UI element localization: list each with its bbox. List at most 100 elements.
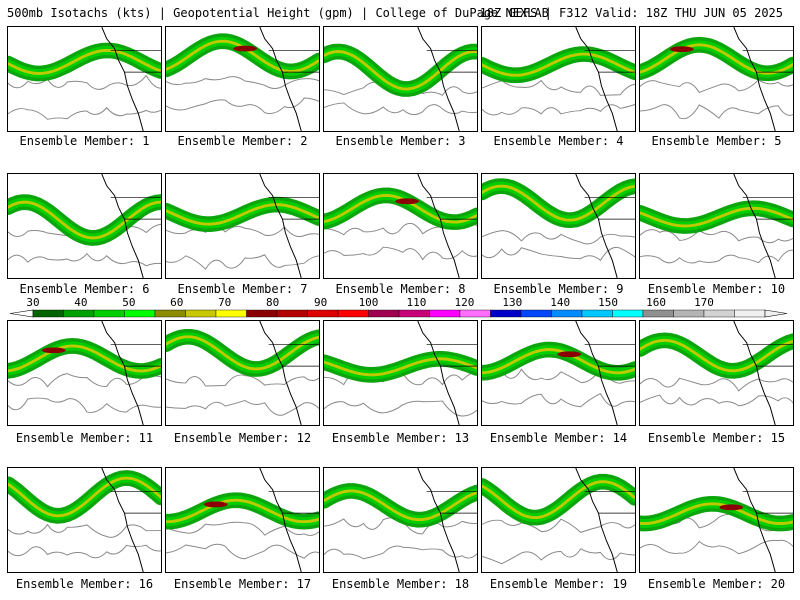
political-border [110, 197, 161, 220]
height-contour [482, 230, 635, 245]
isotach-band [324, 193, 477, 224]
ensemble-member-label: Ensemble Member: 18 [331, 577, 470, 591]
height-contour [324, 102, 477, 116]
map-canvas [8, 468, 161, 572]
isotach-band [8, 341, 161, 376]
ensemble-member-label: Ensemble Member: 12 [173, 431, 312, 445]
ensemble-map-panel [481, 320, 636, 426]
jet-max-core [203, 501, 228, 508]
height-contour [8, 106, 161, 120]
wind-speed-colorbar: 30 40 50 60 70 80 90 100 110 120 130 140 150 160 170 [8, 296, 792, 324]
ensemble-map-panel [639, 173, 794, 279]
ensemble-member-label: Ensemble Member: 11 [15, 431, 154, 445]
map-canvas [166, 174, 319, 278]
height-contour [482, 548, 635, 565]
map-canvas [8, 174, 161, 278]
height-contour [324, 545, 477, 560]
ensemble-member-label: Ensemble Member: 9 [493, 282, 624, 296]
colorbar-tick-label: 100 [359, 296, 379, 309]
ensemble-map-panel [165, 26, 320, 132]
colorbar-swatch [185, 309, 217, 318]
ensemble-map-panel [639, 320, 794, 426]
height-contour [166, 225, 319, 238]
isotach-band [166, 203, 319, 226]
isotach-band [166, 498, 319, 524]
ensemble-member-label: Ensemble Member: 15 [647, 431, 786, 445]
political-border [426, 344, 477, 367]
map-title: 500mb Isotachs (kts) | Geopotential Heig… [7, 6, 549, 20]
height-contour [482, 79, 635, 96]
map-canvas [482, 321, 635, 425]
political-border [110, 491, 161, 514]
isotach-band [640, 43, 793, 75]
colorbar-swatch [32, 309, 64, 318]
ensemble-member-label: Ensemble Member: 1 [19, 134, 150, 148]
ensemble-map-panel [165, 320, 320, 426]
political-border [426, 491, 477, 514]
political-border [742, 50, 793, 73]
ensemble-member-label: Ensemble Member: 4 [493, 134, 624, 148]
political-border [426, 197, 477, 220]
map-canvas [640, 174, 793, 278]
ensemble-member-label: Ensemble Member: 19 [489, 577, 628, 591]
height-contour [482, 518, 635, 533]
isotach-band [482, 184, 635, 222]
ensemble-member-label: Ensemble Member: 14 [489, 431, 628, 445]
isotach-band [324, 357, 477, 377]
colorbar-swatch [246, 309, 278, 318]
coastline [733, 174, 776, 278]
colorbar-tick-label: 40 [74, 296, 87, 309]
map-canvas [482, 174, 635, 278]
ensemble-member-label: Ensemble Member: 7 [177, 282, 308, 296]
ensemble-map-panel [323, 320, 478, 426]
colorbar-swatch [612, 309, 644, 318]
isotach-band [8, 48, 161, 75]
colorbar-swatch [673, 309, 705, 318]
height-contour [8, 252, 161, 267]
isotach-band [640, 338, 793, 373]
colorbar-swatch [642, 309, 674, 318]
ensemble-map-panel [639, 26, 794, 132]
ensemble-map-panel [323, 467, 478, 573]
colorbar-tick-label: 60 [170, 296, 183, 309]
colorbar-tick-label: 130 [502, 296, 522, 309]
jet-max-core [719, 504, 744, 511]
ensemble-map-panel [7, 467, 162, 573]
ensemble-map-panel [7, 173, 162, 279]
height-contour [324, 400, 477, 417]
colorbar-tick-label: 70 [218, 296, 231, 309]
colorbar-swatch [124, 309, 156, 318]
map-canvas [482, 27, 635, 131]
jet-max-core [557, 351, 582, 358]
colorbar-swatch [154, 309, 186, 318]
political-border [584, 344, 635, 367]
ensemble-map-panel [323, 26, 478, 132]
height-contour [166, 97, 319, 115]
height-contour [640, 229, 793, 244]
colorbar-swatch [551, 309, 583, 318]
colorbar-tick-label: 80 [266, 296, 279, 309]
jet-max-core [395, 198, 420, 205]
jet-max-core [669, 46, 694, 53]
height-contour [640, 79, 793, 94]
ensemble-member-label: Ensemble Member: 8 [335, 282, 466, 296]
height-contour [482, 392, 635, 408]
political-border [742, 344, 793, 367]
map-canvas [324, 468, 477, 572]
map-canvas [8, 27, 161, 131]
height-contour [324, 246, 477, 261]
map-canvas [324, 321, 477, 425]
map-canvas [166, 468, 319, 572]
colorbar-swatch [215, 309, 247, 318]
political-border [742, 491, 793, 514]
colorbar-swatch [429, 309, 461, 318]
colorbar-tick-label: 170 [694, 296, 714, 309]
colorbar-under-arrow [9, 309, 34, 318]
ensemble-member-label: Ensemble Member: 17 [173, 577, 312, 591]
colorbar-tick-label: 150 [598, 296, 618, 309]
height-contour [166, 399, 319, 416]
political-border [426, 50, 477, 73]
map-canvas [166, 321, 319, 425]
map-canvas [640, 468, 793, 572]
ensemble-map-panel [481, 26, 636, 132]
